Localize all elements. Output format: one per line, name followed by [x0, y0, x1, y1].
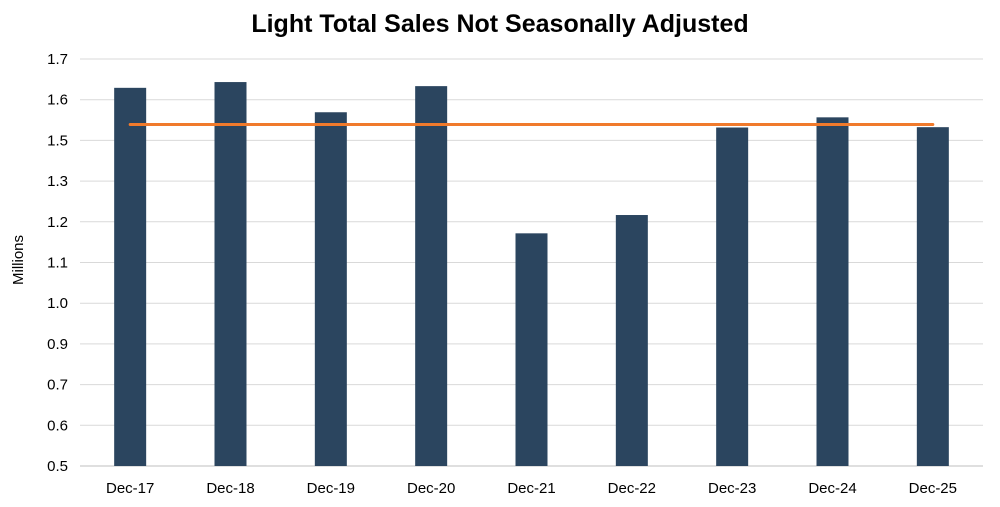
y-tick-label: 1.7	[47, 51, 68, 68]
bar	[114, 87, 147, 467]
y-tick-label: 1.0	[47, 295, 68, 312]
y-tick-label: 1.5	[47, 132, 68, 149]
y-tick-label: 1.6	[47, 92, 68, 109]
y-tick-label: 0.6	[47, 417, 68, 434]
y-tick-label: 0.5	[47, 458, 68, 475]
chart-title: Light Total Sales Not Seasonally Adjuste…	[251, 10, 749, 38]
bar-series	[114, 82, 949, 467]
y-axis-label: Millions	[10, 235, 27, 285]
x-tick-label: Dec-22	[608, 480, 656, 497]
x-axis-ticks: Dec-17 Dec-18 Dec-19 Dec-20 Dec-21 Dec-22 Dec-…	[106, 480, 957, 497]
y-axis-ticks: 1.7 1.6 1.5 1.3 1.2 1.1 1.0 0.9 0.7 0.6 0.5	[47, 51, 68, 475]
bar	[716, 127, 749, 467]
x-tick-label: Dec-25	[909, 480, 957, 497]
bar	[615, 215, 648, 466]
y-tick-label: 0.7	[47, 377, 68, 394]
bar	[916, 127, 949, 467]
bar	[816, 117, 849, 466]
y-tick-label: 0.9	[47, 336, 68, 353]
x-tick-label: Dec-18	[206, 480, 254, 497]
x-tick-label: Dec-21	[507, 480, 555, 497]
bar	[314, 112, 347, 466]
bar	[214, 82, 247, 467]
x-tick-label: Dec-17	[106, 480, 154, 497]
y-tick-label: 1.2	[47, 214, 68, 231]
y-tick-label: 1.1	[47, 255, 68, 272]
x-tick-label: Dec-19	[307, 480, 355, 497]
x-tick-label: Dec-23	[708, 480, 756, 497]
bar	[515, 233, 548, 466]
x-tick-label: Dec-24	[808, 480, 856, 497]
y-tick-label: 1.3	[47, 173, 68, 190]
x-tick-label: Dec-20	[407, 480, 455, 497]
bar	[415, 86, 448, 466]
